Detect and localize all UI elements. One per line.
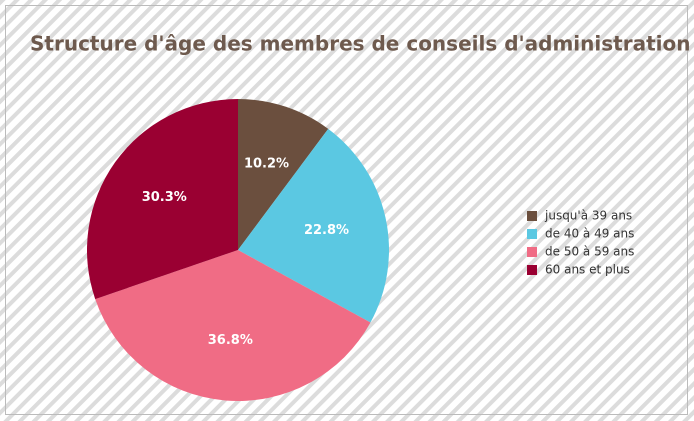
legend-label: de 50 à 59 ans	[545, 245, 634, 259]
data-label: 30.3%	[142, 190, 187, 205]
legend-label: jusqu'à 39 ans	[544, 209, 632, 223]
pie-slice	[87, 99, 239, 300]
data-label: 10.2%	[244, 157, 289, 172]
data-label: 22.8%	[304, 223, 349, 238]
legend-swatch	[527, 211, 537, 221]
pie-slice	[95, 250, 371, 401]
chart-title: Structure d'âge des membres de conseils …	[30, 32, 690, 56]
pie-slice	[238, 99, 329, 250]
data-label: 36.8%	[208, 333, 253, 348]
pie-slice	[238, 128, 389, 323]
legend-swatch	[527, 265, 537, 275]
legend-swatch	[527, 229, 537, 239]
frame	[5, 5, 688, 415]
legend-label: de 40 à 49 ans	[545, 227, 634, 241]
legend-label: 60 ans et plus	[545, 263, 630, 277]
legend-swatch	[527, 247, 537, 257]
